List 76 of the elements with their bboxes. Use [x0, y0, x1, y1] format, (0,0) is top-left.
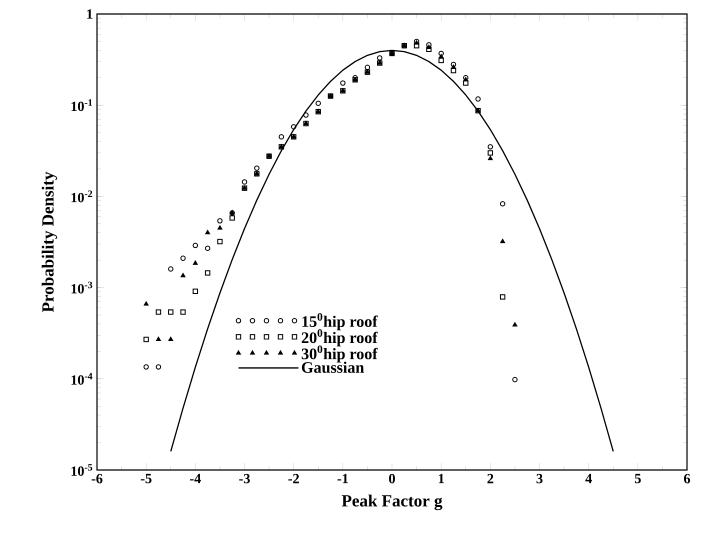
point [205, 230, 210, 234]
x-tick-label: 1 [438, 474, 444, 484]
point [180, 256, 186, 261]
x-tick-label: -3 [239, 474, 250, 484]
point [217, 238, 223, 244]
line-series [170, 50, 614, 452]
point [180, 309, 186, 315]
x-tick-label: -1 [338, 474, 348, 484]
legend-label: 30$^{0}$hip roof [302, 345, 378, 363]
x-tick-label: 5 [634, 474, 641, 484]
point [475, 96, 481, 102]
x-tick-label: -5 [140, 474, 152, 484]
x-tick-label: 2 [487, 474, 494, 484]
point [500, 294, 506, 300]
point [426, 46, 432, 52]
y-tick-label: 10$^{-2}$ [72, 190, 92, 202]
x-tick-label: -4 [190, 474, 201, 484]
point [192, 242, 198, 248]
point [217, 218, 223, 224]
point [192, 260, 198, 265]
point [230, 215, 235, 221]
legend-label: 15$^{0}$hip roof [302, 313, 378, 330]
x-tick-label: -6 [92, 474, 102, 484]
point [451, 64, 456, 69]
point [242, 179, 248, 185]
point [254, 165, 260, 171]
point [156, 336, 161, 342]
point [438, 58, 444, 64]
point [316, 100, 321, 106]
point [192, 288, 198, 294]
x-axis-title: Peak Factor g [342, 494, 442, 510]
point [278, 134, 284, 140]
point [340, 80, 346, 86]
point [488, 156, 493, 160]
point [438, 50, 444, 56]
point [414, 42, 420, 48]
y-tick-label: 10$^{-4}$ [72, 372, 92, 385]
point [463, 80, 468, 86]
point [512, 322, 518, 326]
x-tick-label: 4 [585, 474, 592, 484]
point [144, 301, 149, 306]
y-tick-label: 10$^{-3}$ [72, 282, 92, 294]
point [303, 112, 309, 118]
y-tick-label: 10$^{-5}$ [72, 464, 92, 476]
point [218, 225, 222, 230]
point [290, 124, 296, 130]
point [377, 55, 382, 61]
point [426, 42, 432, 48]
point [156, 364, 162, 370]
legend-label: 20$^{0}$hip roof [302, 329, 378, 346]
point [488, 150, 494, 156]
point [168, 266, 174, 272]
point [143, 364, 149, 370]
point [168, 309, 174, 315]
legend-label: Gaussian [302, 362, 364, 373]
point [450, 62, 456, 68]
point [500, 238, 506, 244]
point [450, 68, 456, 74]
point [500, 201, 506, 206]
point [512, 376, 518, 382]
point [168, 336, 174, 342]
x-tick-label: -2 [288, 474, 299, 484]
y-tick-label: 1 [87, 9, 92, 19]
point [156, 309, 162, 315]
y-axis-title: Probability Density [42, 172, 58, 312]
point [180, 273, 186, 278]
point [204, 246, 210, 251]
point [488, 144, 494, 150]
point [204, 270, 210, 276]
point [438, 54, 444, 58]
point [143, 336, 149, 342]
x-tick-label: 0 [389, 474, 395, 484]
point [426, 44, 432, 50]
y-tick-label: 10$^{-1}$ [72, 99, 92, 112]
x-tick-label: 6 [684, 474, 690, 484]
x-tick-label: 3 [536, 474, 543, 484]
